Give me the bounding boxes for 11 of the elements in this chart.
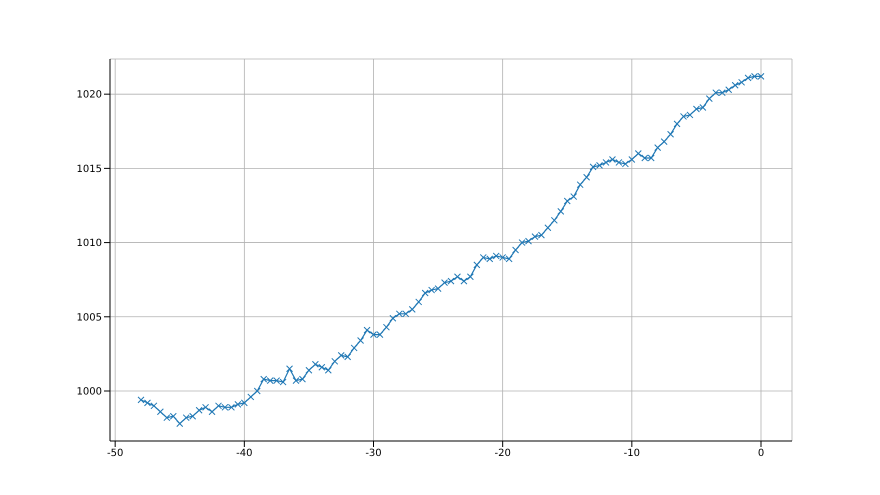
y-tick-label: 1010 <box>76 238 102 250</box>
x-tick-label: -10 <box>624 448 640 460</box>
x-tick-label: -50 <box>106 448 124 460</box>
y-tick-label: 1005 <box>76 312 102 324</box>
x-tick-label: -30 <box>365 448 382 460</box>
y-tick-label: 1000 <box>76 386 102 398</box>
x-tick-label: -20 <box>494 448 511 460</box>
x-tick-label: 0 <box>758 448 764 460</box>
y-tick-label: 1015 <box>76 164 102 175</box>
x-tick-label: -40 <box>236 448 253 460</box>
y-tick-label: 1020 <box>76 90 102 101</box>
